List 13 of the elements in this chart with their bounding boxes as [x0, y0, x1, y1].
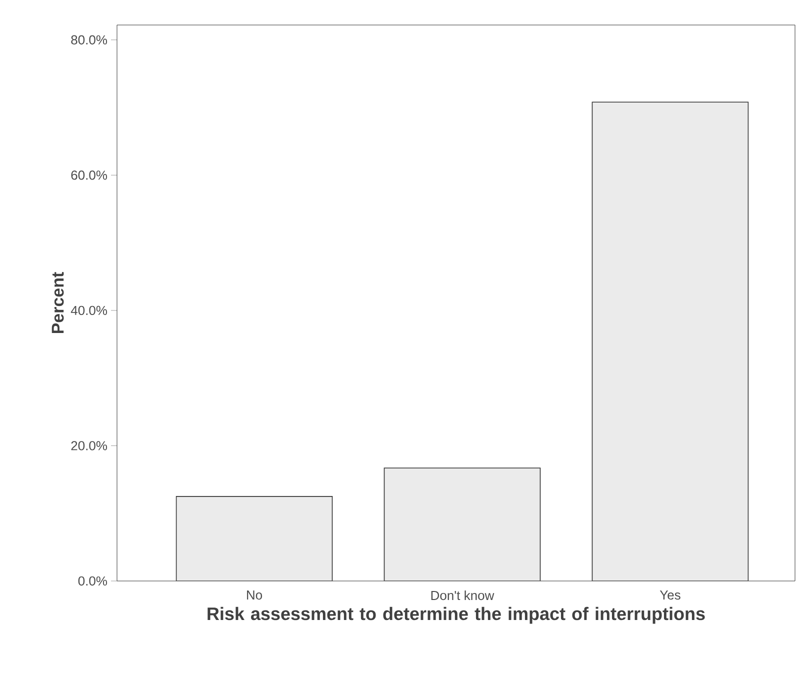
x-tick-label: Don't know: [431, 590, 494, 600]
bar: [384, 468, 541, 581]
x-tick-label: Yes: [660, 590, 680, 600]
x-tick-label: No: [247, 590, 262, 600]
x-axis-title: Risk assessment to determine the impact of interruptions: [208, 606, 705, 624]
bar: [592, 102, 749, 581]
y-tick-label: 80.0%: [71, 35, 108, 44]
y-tick-label: 40.0%: [70, 306, 108, 316]
bar: [176, 496, 333, 581]
y-tick-label: 0.0%: [78, 576, 108, 586]
y-tick-label: 60.0%: [71, 170, 108, 180]
y-tick-label: 20.0%: [71, 441, 108, 450]
y-axis-title: Percent: [52, 272, 64, 334]
